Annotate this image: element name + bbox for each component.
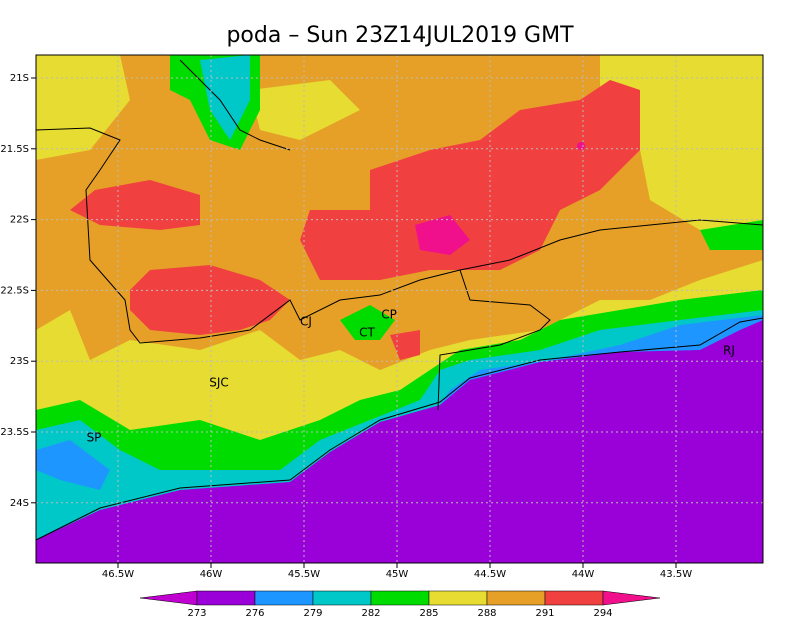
colorbar-label: 288 (477, 608, 496, 618)
lat-tick-label: 22S (10, 215, 29, 226)
lon-tick-label: 46.5W (102, 569, 134, 580)
lon-tick-label: 45.5W (288, 569, 320, 580)
place-label: SJC (209, 376, 229, 390)
colorbar-segment (486, 590, 546, 606)
frame (35, 54, 764, 564)
colorbar-label: 279 (303, 608, 322, 618)
colorbar-segment (544, 590, 604, 606)
lon-tick-label: 46W (200, 569, 223, 580)
place-label: CJ (300, 315, 312, 329)
title: poda – Sun 23Z14JUL2019 GMT (226, 23, 574, 48)
lat-tick-label: 21.5S (0, 144, 29, 155)
colorbar-label: 294 (593, 608, 612, 618)
lat-tick-label: 24S (10, 498, 29, 509)
colorbar-segment (428, 590, 488, 606)
place-label: SP (87, 431, 102, 445)
colorbar-label: 273 (187, 608, 206, 618)
colorbar-end (139, 590, 198, 606)
lat-tick-label: 22.5S (0, 285, 29, 296)
field (36, 55, 763, 563)
lon-tick-label: 45W (386, 569, 409, 580)
lon-tick-label: 44.5W (474, 569, 506, 580)
lon-tick-label: 43.5W (660, 569, 692, 580)
colorbar: 273 276 279 282 285 288 291 294 (139, 590, 661, 619)
place-label: CP (381, 308, 397, 322)
colorbar-segment (312, 590, 372, 606)
colorbar-label: 285 (419, 608, 438, 618)
colorbar-segment (370, 590, 430, 606)
lat-tick-label: 23.5S (0, 427, 29, 438)
colorbar-label: 282 (361, 608, 380, 618)
lon-tick-label: 44W (572, 569, 595, 580)
place-label: RJ (723, 344, 735, 358)
grid: 46.5W 46W 45.5W 45W 44.5W 44W 43.5W 21S 21.5S 22S… (0, 55, 763, 580)
colorbar-label: 276 (245, 608, 264, 618)
colorbar-segment (254, 590, 314, 606)
lat-tick-label: 21S (10, 73, 29, 84)
colorbar-label: 291 (535, 608, 554, 618)
colorbar-end (602, 590, 661, 606)
lat-tick-label: 23S (10, 356, 29, 367)
colorbar-segment (196, 590, 256, 606)
borders (35, 59, 764, 541)
place-label: CT (359, 326, 375, 340)
